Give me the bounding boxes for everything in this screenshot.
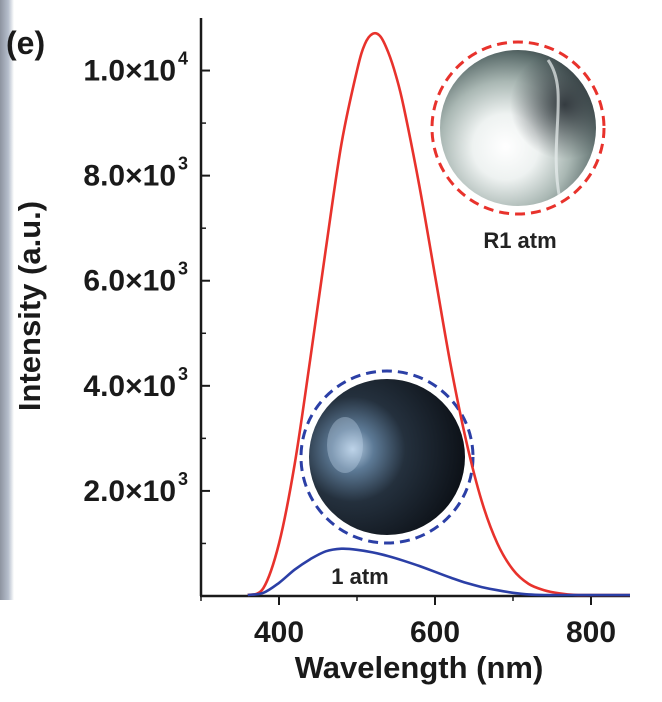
cropped-neighbor-panel-edge (0, 0, 14, 600)
y-tick-label: 2.0×10 (83, 475, 176, 508)
y-tick-exponent: 3 (178, 154, 188, 174)
y-tick-label: 4.0×10 (83, 370, 176, 403)
inset-photo-r1-atm (430, 40, 606, 216)
y-tick-exponent: 3 (178, 364, 188, 384)
y-tick-group: 2.0×10 34.0×10 36.0×10 38.0×10 31.0×10 4 (83, 49, 210, 545)
y-tick-exponent: 3 (178, 469, 188, 489)
inset-ring-r1-atm (430, 40, 606, 216)
inset-label-1-atm: 1 atm (331, 564, 388, 589)
x-tick-group: 400 600 800 (200, 596, 616, 649)
x-tick-label: 800 (566, 616, 616, 649)
x-tick-label: 400 (254, 616, 304, 649)
y-tick-label: 1.0×10 (83, 55, 176, 88)
x-tick-label: 600 (410, 616, 460, 649)
series-line-1-atm (247, 547, 630, 597)
panel-label: (e) (6, 25, 45, 61)
inset-label-r1-atm: R1 atm (483, 228, 556, 253)
series-line-r1-atm (247, 31, 630, 597)
series-group (247, 31, 630, 597)
y-tick-exponent: 4 (178, 49, 188, 69)
inset-ring-1-atm (299, 369, 475, 545)
y-tick-label: 8.0×10 (83, 160, 176, 193)
y-axis-label: Intensity (a.u.) (12, 201, 47, 411)
y-tick-exponent: 3 (178, 259, 188, 279)
inset-photo-1-atm (299, 369, 475, 545)
x-axis-label: Wavelength (nm) (295, 650, 544, 685)
y-tick-label: 6.0×10 (83, 265, 176, 298)
